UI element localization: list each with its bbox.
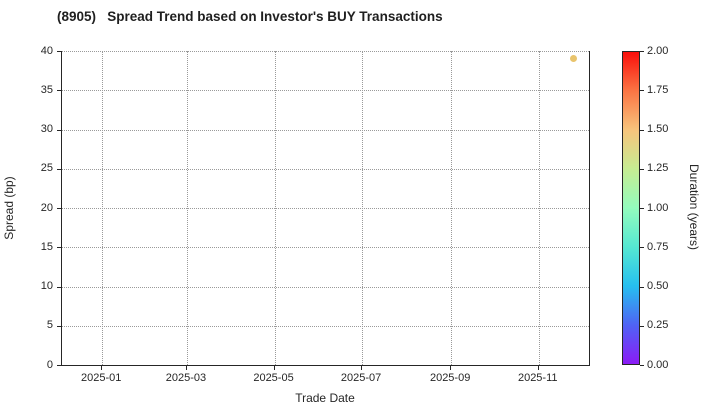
colorbar-tick-mark [640,208,644,209]
y-tick-mark [57,90,61,92]
y-gridline [62,168,589,170]
y-tick-label: 25 [40,162,53,175]
y-tick-label: 40 [40,44,53,57]
x-tick-mark [185,366,187,370]
y-tick-label: 5 [46,319,53,332]
colorbar-tick-label: 1.75 [647,83,669,96]
y-gridline [62,51,589,52]
x-tick-label: 2025-07 [340,372,382,384]
x-gridline [274,51,276,365]
y-tick-label: 15 [40,240,53,253]
x-tick-label: 2025-01 [81,372,122,384]
x-tick-mark [537,366,539,370]
colorbar-label: Duration (years) [687,163,701,251]
y-tick-mark [57,325,61,327]
x-gridline [186,51,188,365]
colorbar-tick-mark [640,247,644,249]
y-tick-mark [57,51,61,52]
colorbar-tick-mark [640,168,644,170]
chart-title: (8905) Spread Trend based on Investor's … [57,9,443,24]
y-tick-mark [57,365,61,366]
x-gridline [538,51,540,365]
x-gridline [451,51,453,365]
y-tick-mark [57,208,61,209]
x-tick-label: 2025-09 [429,372,471,384]
colorbar-tick-mark [640,129,644,131]
y-gridline [62,129,589,131]
y-gridline [62,247,589,249]
plot-area [61,51,590,366]
x-tick-mark [273,366,275,370]
x-tick-mark [450,366,452,370]
y-tick-label: 0 [46,358,53,371]
colorbar-tick-mark [640,365,644,366]
colorbar-tick-label: 0.75 [647,240,669,253]
x-gridline [102,51,104,365]
y-tick-mark [57,247,61,249]
colorbar-tick-mark [640,325,644,327]
colorbar-tick-mark [640,51,644,52]
colorbar-tick-label: 1.25 [647,162,669,175]
colorbar-tick-mark [640,90,644,92]
x-tick-label: 2025-11 [517,372,558,384]
y-tick-mark [57,168,61,170]
y-tick-label: 35 [40,83,53,96]
y-tick-label: 30 [40,123,53,135]
colorbar-tick-mark [640,286,644,288]
colorbar-tick-label: 2.00 [647,44,669,57]
colorbar-tick-label: 0.25 [647,319,669,332]
y-gridline [62,208,589,209]
y-gridline [62,286,589,288]
x-tick-mark [361,366,363,370]
x-axis-label: Trade Date [295,391,355,405]
y-tick-mark [57,129,61,131]
y-tick-label: 10 [40,280,53,292]
x-gridline [362,51,364,365]
y-tick-mark [57,286,61,288]
y-tick-label: 20 [40,201,53,214]
colorbar-tick-label: 1.00 [647,201,669,214]
colorbar [622,51,640,365]
colorbar-tick-label: 0.50 [647,280,669,292]
colorbar-tick-label: 0.00 [647,358,669,371]
x-tick-label: 2025-03 [165,372,207,384]
scatter-data-point [570,55,578,63]
y-gridline [62,325,589,327]
colorbar-tick-label: 1.50 [647,123,669,135]
y-gridline [62,90,589,92]
x-tick-label: 2025-05 [253,372,294,384]
x-tick-mark [101,366,103,370]
